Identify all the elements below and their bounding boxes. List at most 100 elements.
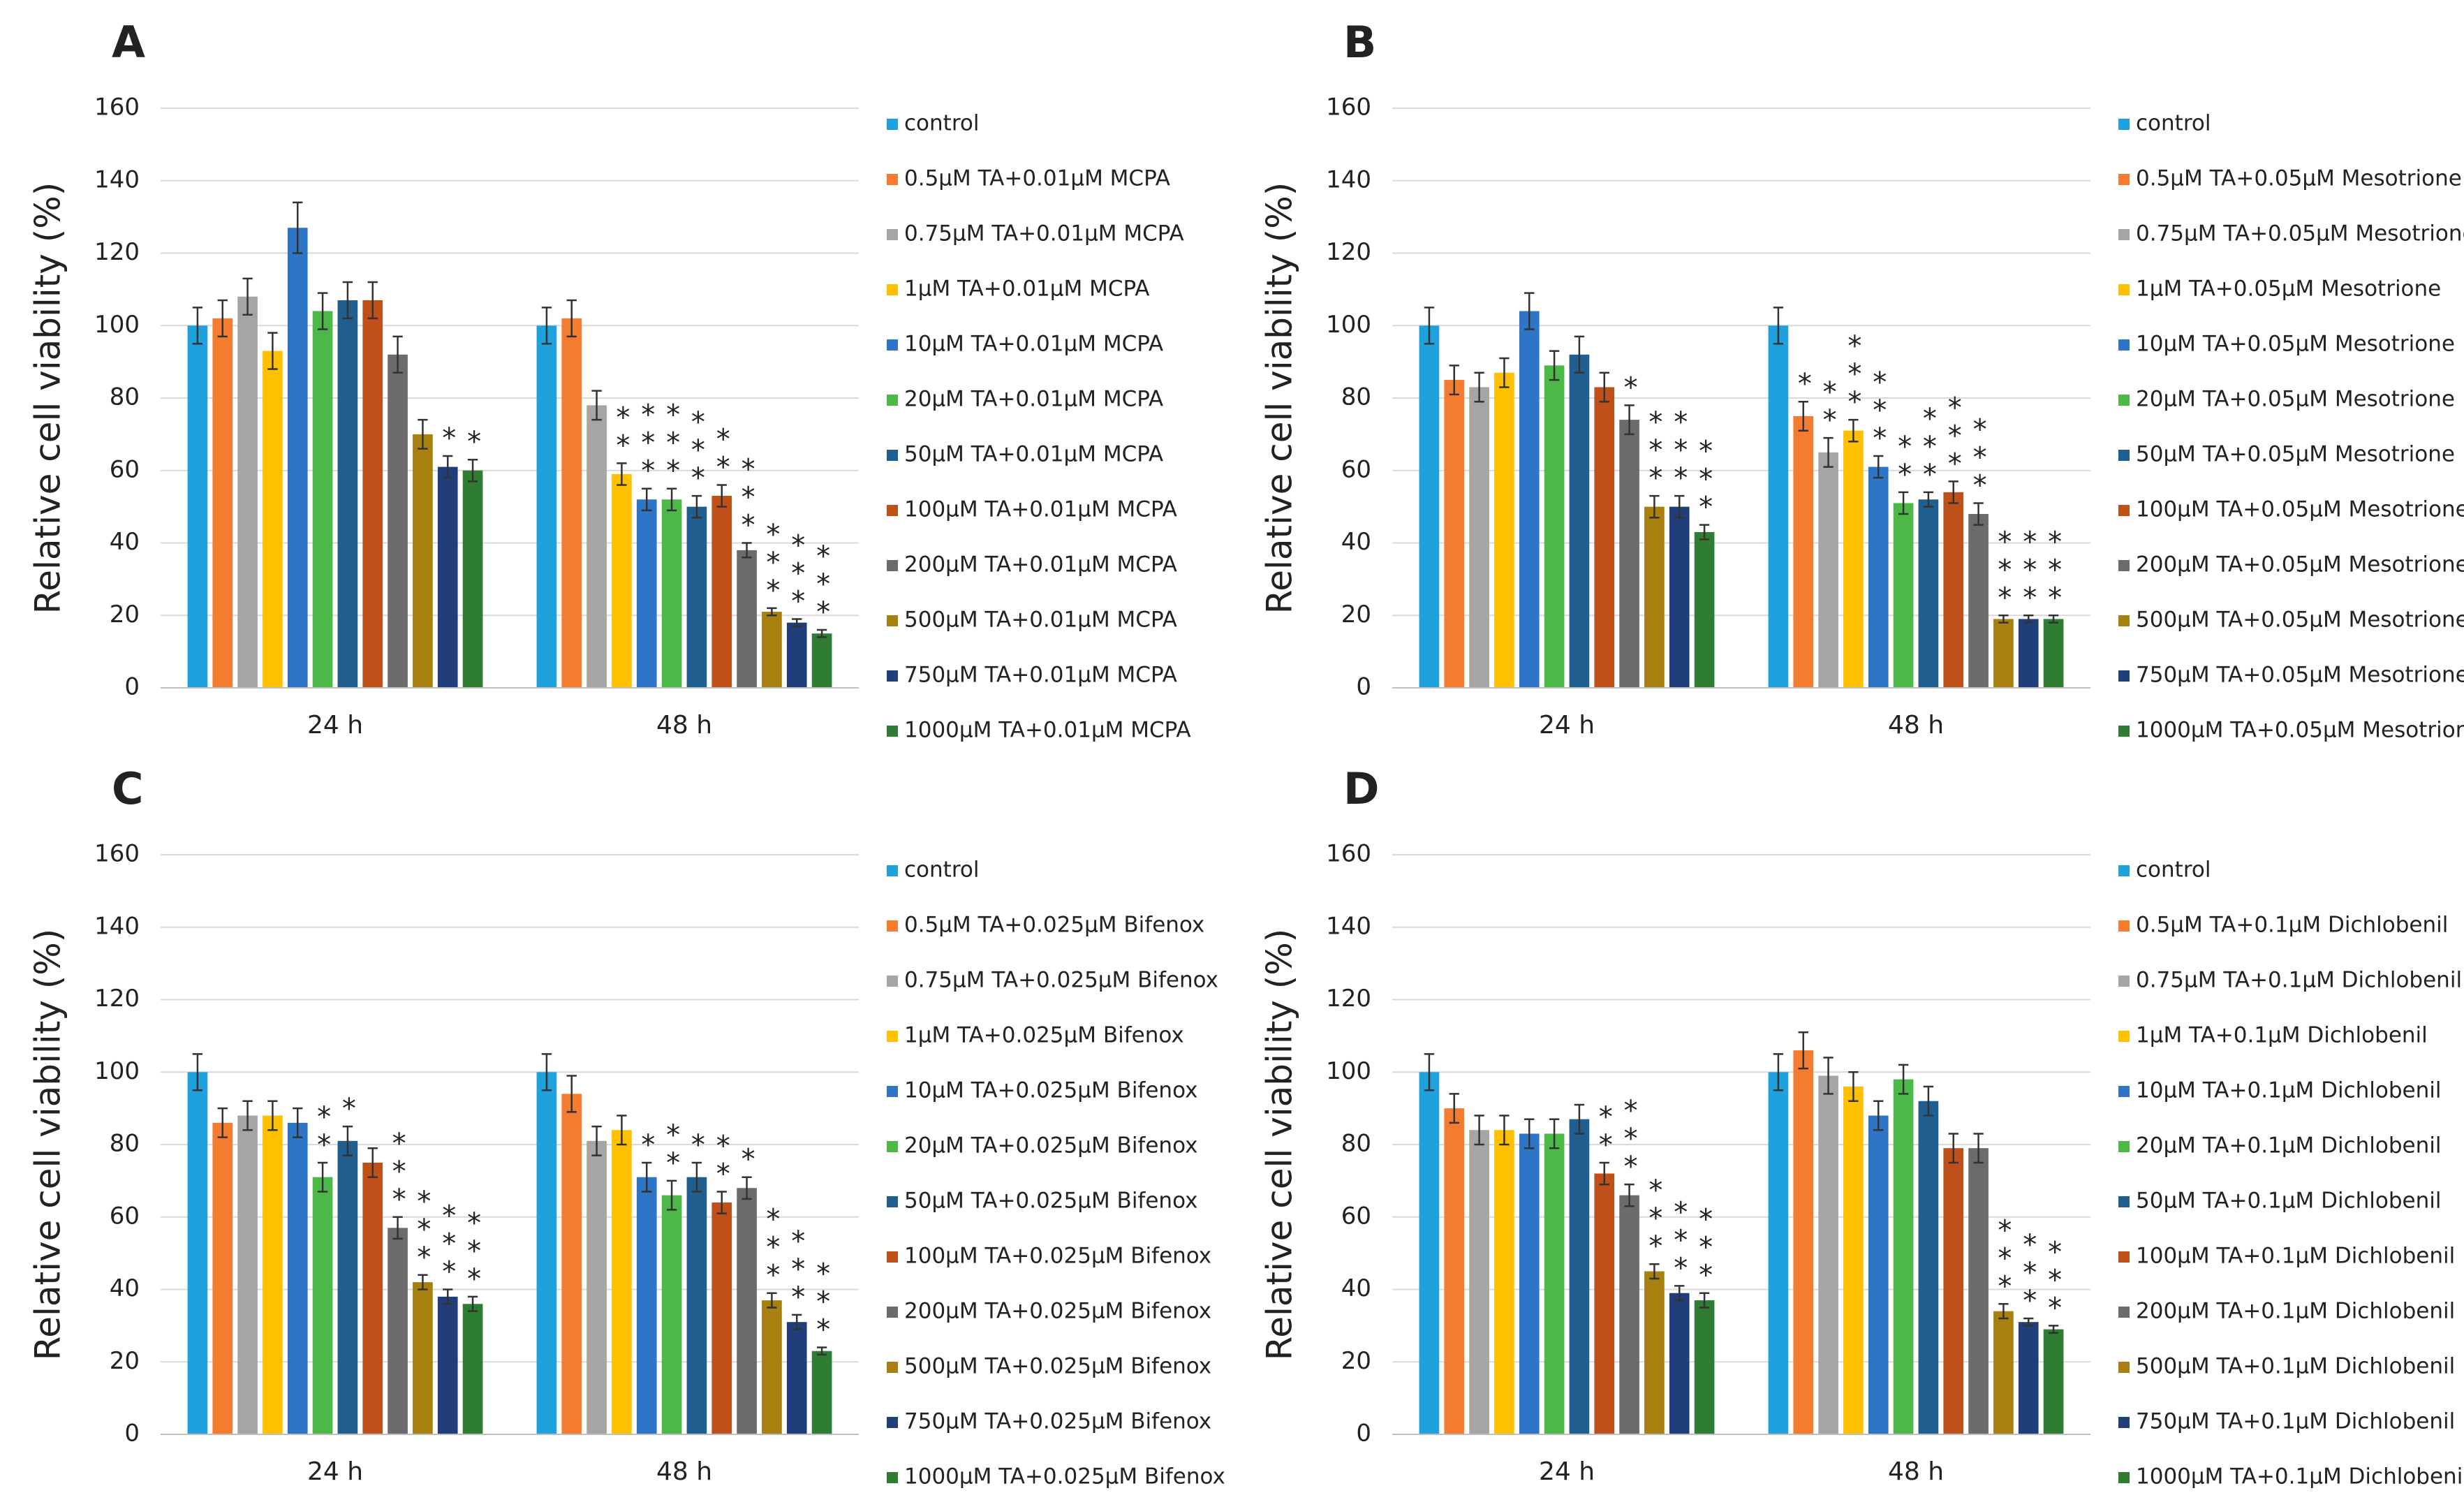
bar bbox=[1943, 492, 1964, 688]
legend-swatch bbox=[2118, 1141, 2130, 1152]
legend-label: 10µM TA+0.05µM Mesotrione bbox=[2136, 332, 2455, 357]
error-bar bbox=[392, 1216, 403, 1240]
legend-swatch bbox=[2118, 615, 2130, 626]
panel: D Relative cell viability (%) 0 20 40 60 80 100… bbox=[1260, 763, 2464, 1489]
bar bbox=[362, 1162, 383, 1434]
bar bbox=[437, 1296, 458, 1434]
bar bbox=[337, 300, 358, 688]
legend-label: 50µM TA+0.05µM Mesotrione bbox=[2136, 442, 2455, 467]
significance-marker: *** bbox=[1864, 367, 1896, 450]
significance-marker: ** bbox=[308, 1101, 340, 1157]
error-bar bbox=[1998, 615, 2009, 624]
bar bbox=[1594, 387, 1615, 688]
y-tick-label: 0 bbox=[1356, 1420, 1371, 1448]
bar bbox=[1444, 380, 1465, 688]
legend-label: control bbox=[2136, 858, 2211, 883]
error-bar bbox=[1873, 455, 1884, 479]
bar bbox=[312, 1177, 333, 1434]
error-bar bbox=[566, 299, 577, 338]
error-bar bbox=[742, 1176, 752, 1200]
error-bar bbox=[293, 201, 303, 254]
error-bar bbox=[1474, 1115, 1484, 1146]
y-tick-label: 120 bbox=[94, 238, 140, 266]
error-bar bbox=[591, 390, 602, 421]
error-bar bbox=[192, 307, 203, 345]
significance-marker: ** bbox=[1814, 376, 1846, 432]
significance-marker: *** bbox=[2014, 526, 2046, 610]
y-tick-label: 80 bbox=[110, 1130, 140, 1158]
error-bar bbox=[792, 1314, 802, 1330]
legend-label: 0.75µM TA+0.01µM MCPA bbox=[904, 221, 1184, 247]
bar bbox=[1768, 325, 1789, 688]
y-tick-label: 100 bbox=[1326, 311, 1371, 339]
legend-label: 10µM TA+0.01µM MCPA bbox=[904, 332, 1163, 357]
y-tick-label: 20 bbox=[110, 601, 140, 628]
error-bar bbox=[1948, 1133, 1958, 1164]
bar bbox=[1868, 1115, 1889, 1434]
bar bbox=[661, 1195, 682, 1434]
legend-label: 0.75µM TA+0.05µM Mesotrione bbox=[2136, 221, 2464, 247]
significance-marker: *** bbox=[2039, 1236, 2071, 1320]
error-bar bbox=[767, 1292, 777, 1309]
error-bar bbox=[342, 1125, 353, 1156]
error-bar bbox=[1823, 436, 1834, 468]
y-tick-label: 40 bbox=[1341, 528, 1371, 556]
error-bar bbox=[1549, 350, 1560, 381]
legend-label: 0.75µM TA+0.025µM Bifenox bbox=[904, 968, 1218, 993]
x-tick-label: 24 h bbox=[1539, 711, 1595, 740]
y-tick-label: 100 bbox=[94, 311, 140, 339]
error-bar bbox=[267, 332, 278, 370]
significance-marker: ** bbox=[607, 402, 639, 457]
error-bar bbox=[317, 1161, 328, 1193]
x-tick-label: 48 h bbox=[656, 1457, 712, 1486]
y-tick-label: 160 bbox=[1326, 840, 1371, 868]
significance-marker: *** bbox=[782, 529, 814, 613]
error-bar bbox=[1524, 1118, 1535, 1149]
significance-marker: *** bbox=[632, 399, 664, 483]
error-bar bbox=[1574, 335, 1585, 374]
error-bar bbox=[792, 618, 802, 628]
significance-marker: * bbox=[1789, 368, 1821, 396]
bar bbox=[762, 1300, 782, 1434]
legend-swatch bbox=[887, 920, 898, 932]
bar bbox=[1669, 506, 1690, 688]
bar bbox=[1569, 354, 1590, 688]
legend-swatch bbox=[887, 1472, 898, 1483]
y-tick-label: 120 bbox=[1326, 238, 1371, 266]
y-tick-label: 140 bbox=[1326, 912, 1371, 940]
significance-marker: * bbox=[1615, 372, 1647, 399]
bar bbox=[1893, 1079, 1914, 1434]
error-bar bbox=[1699, 524, 1710, 540]
error-bar bbox=[242, 1100, 253, 1131]
bar bbox=[263, 1115, 283, 1434]
legend-swatch bbox=[887, 339, 898, 351]
legend-label: 750µM TA+0.025µM Bifenox bbox=[904, 1409, 1211, 1434]
panel-label: C bbox=[112, 763, 144, 814]
bar bbox=[1469, 1130, 1489, 1434]
bar bbox=[1619, 420, 1639, 688]
y-tick-label: 100 bbox=[94, 1057, 140, 1085]
legend-swatch bbox=[2118, 865, 2130, 876]
error-bar bbox=[716, 1191, 727, 1214]
legend-swatch bbox=[2118, 395, 2130, 406]
y-tick-label: 160 bbox=[1326, 94, 1371, 122]
bar bbox=[711, 496, 732, 688]
error-bar bbox=[541, 307, 552, 345]
significance-marker: ** bbox=[657, 1119, 689, 1175]
significance-marker: *** bbox=[383, 1128, 415, 1212]
error-bar bbox=[642, 487, 652, 512]
y-tick-label: 40 bbox=[110, 528, 140, 556]
error-bar bbox=[566, 1075, 577, 1113]
bar bbox=[413, 434, 433, 688]
legend-label: 50µM TA+0.025µM Bifenox bbox=[904, 1189, 1197, 1214]
significance-marker: ** bbox=[1590, 1101, 1622, 1157]
error-bar bbox=[1449, 365, 1459, 396]
legend-label: 1µM TA+0.1µM Dichlobenil bbox=[2136, 1023, 2428, 1048]
bar bbox=[312, 311, 333, 688]
y-tick-label: 120 bbox=[94, 985, 140, 1013]
significance-marker: *** bbox=[1914, 403, 1946, 487]
bar bbox=[1893, 503, 1914, 688]
significance-marker: *** bbox=[1665, 406, 1697, 490]
legend-swatch bbox=[887, 1362, 898, 1373]
legend-swatch bbox=[887, 174, 898, 185]
